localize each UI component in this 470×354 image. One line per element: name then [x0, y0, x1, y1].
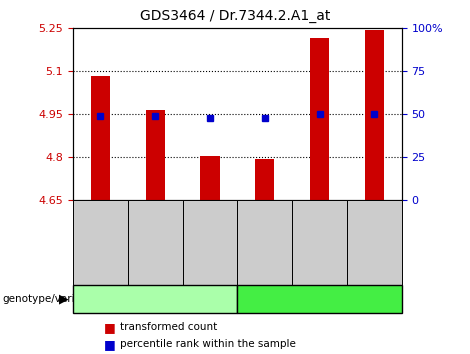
Text: GSM322067: GSM322067 — [205, 213, 215, 272]
Text: GSM322068: GSM322068 — [260, 213, 270, 272]
Bar — [200, 156, 219, 200]
Bar — [91, 75, 110, 200]
Text: spt5 mutant: spt5 mutant — [283, 293, 356, 306]
Text: GSM322069: GSM322069 — [314, 213, 325, 272]
Text: transformed count: transformed count — [120, 322, 217, 332]
Bar — [310, 38, 329, 200]
Text: percentile rank within the sample: percentile rank within the sample — [120, 339, 296, 349]
Text: ▶: ▶ — [59, 293, 68, 306]
Bar — [146, 110, 164, 200]
Text: GDS3464 / Dr.7344.2.A1_at: GDS3464 / Dr.7344.2.A1_at — [140, 9, 330, 23]
Bar — [365, 30, 384, 200]
Bar — [255, 159, 274, 200]
Text: GSM322070: GSM322070 — [369, 213, 379, 272]
Text: ■: ■ — [103, 321, 115, 334]
Text: GSM322065: GSM322065 — [95, 213, 105, 272]
Text: genotype/variation: genotype/variation — [2, 294, 102, 304]
Text: ■: ■ — [103, 338, 115, 350]
Text: GSM322066: GSM322066 — [150, 213, 160, 272]
Text: wild type: wild type — [128, 293, 182, 306]
